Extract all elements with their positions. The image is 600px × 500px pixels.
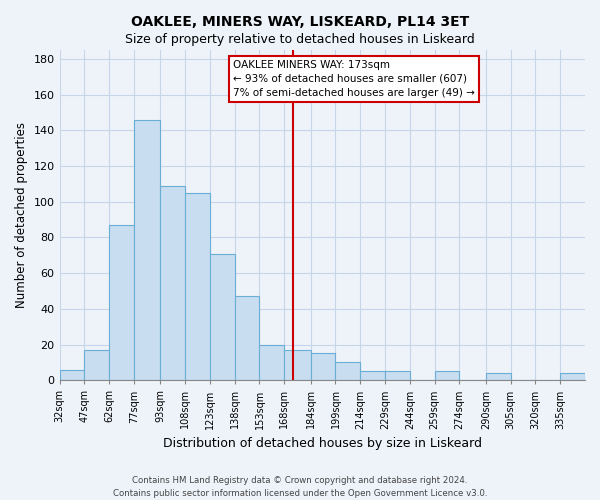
Bar [235, 296, 259, 380]
Text: OAKLEE MINERS WAY: 173sqm
← 93% of detached houses are smaller (607)
7% of semi-: OAKLEE MINERS WAY: 173sqm ← 93% of detac… [233, 60, 475, 98]
Bar [335, 362, 360, 380]
Bar [486, 373, 511, 380]
Bar [434, 372, 460, 380]
Y-axis label: Number of detached properties: Number of detached properties [15, 122, 28, 308]
Bar [109, 225, 134, 380]
Text: Size of property relative to detached houses in Liskeard: Size of property relative to detached ho… [125, 32, 475, 46]
Bar [185, 193, 210, 380]
Bar [210, 254, 235, 380]
Bar [134, 120, 160, 380]
Bar [85, 350, 109, 380]
Bar [160, 186, 185, 380]
Bar [360, 372, 385, 380]
Text: OAKLEE, MINERS WAY, LISKEARD, PL14 3ET: OAKLEE, MINERS WAY, LISKEARD, PL14 3ET [131, 15, 469, 29]
Bar [385, 372, 410, 380]
Bar [259, 344, 284, 380]
Bar [560, 373, 585, 380]
Bar [59, 370, 85, 380]
Bar [284, 350, 311, 380]
X-axis label: Distribution of detached houses by size in Liskeard: Distribution of detached houses by size … [163, 437, 482, 450]
Text: Contains HM Land Registry data © Crown copyright and database right 2024.
Contai: Contains HM Land Registry data © Crown c… [113, 476, 487, 498]
Bar [311, 354, 335, 380]
